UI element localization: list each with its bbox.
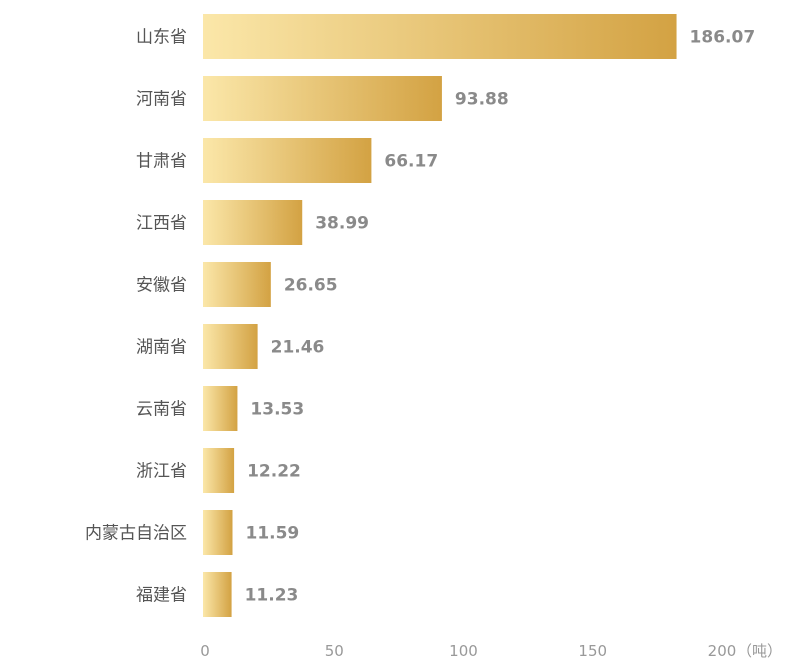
category-label: 山东省 [136, 28, 187, 48]
category-label: 江西省 [136, 214, 187, 234]
value-label: 11.59 [245, 524, 299, 544]
category-label: 云南省 [136, 400, 187, 420]
x-tick-label: 100 [449, 642, 478, 660]
bar [203, 200, 303, 245]
bar [203, 324, 258, 369]
bar [203, 138, 372, 183]
value-label: 12.22 [247, 462, 301, 482]
category-label: 河南省 [136, 90, 187, 110]
value-label: 11.23 [245, 586, 299, 606]
bar [203, 386, 238, 431]
bar [203, 262, 271, 307]
x-tick-label: 50 [325, 642, 344, 660]
category-label: 安徽省 [136, 276, 187, 296]
category-label: 浙江省 [136, 462, 187, 482]
value-label: 13.53 [250, 400, 304, 420]
value-label: 186.07 [690, 28, 756, 48]
x-tick-label: 200 [708, 642, 737, 660]
category-label: 福建省 [136, 586, 187, 606]
x-tick-label: 150 [578, 642, 607, 660]
value-label: 21.46 [271, 338, 325, 358]
x-unit-label: （吨） [737, 642, 782, 660]
category-label: 内蒙古自治区 [85, 524, 187, 544]
bar [203, 510, 233, 555]
value-label: 93.88 [455, 90, 509, 110]
value-label: 66.17 [384, 152, 438, 172]
bar [203, 448, 235, 493]
bar [203, 572, 232, 617]
category-label: 甘肃省 [136, 152, 187, 172]
x-tick-label: 0 [200, 642, 210, 660]
value-label: 38.99 [315, 214, 369, 234]
value-label: 26.65 [284, 276, 338, 296]
bar [203, 14, 677, 59]
bar [203, 76, 442, 121]
category-label: 湖南省 [136, 338, 187, 358]
